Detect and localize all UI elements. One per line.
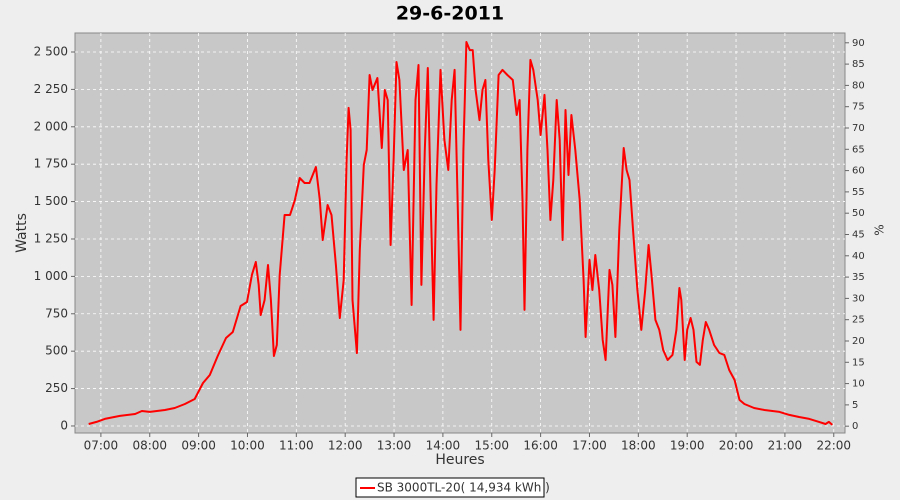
y-tick-label: 2 500 (34, 44, 68, 58)
y-tick-label: 2 250 (34, 82, 68, 96)
x-tick-label: 18:00 (621, 439, 656, 453)
y-tick-label: 1 000 (34, 269, 68, 283)
y2-tick-label: 10 (852, 379, 865, 390)
x-tick-label: 16:00 (523, 439, 558, 453)
y2-tick-label: 90 (852, 38, 865, 49)
x-tick-label: 22:00 (816, 439, 851, 453)
x-tick-label: 13:00 (377, 439, 412, 453)
y2-tick-label: 65 (852, 144, 865, 155)
y2-tick-label: 0 (852, 421, 858, 432)
x-axis-label: Heures (435, 452, 484, 468)
x-tick-label: 09:00 (181, 439, 216, 453)
y2-tick-label: 85 (852, 59, 865, 70)
y2-tick-label: 75 (852, 102, 865, 113)
y-tick-label: 1 500 (34, 194, 68, 208)
y2-tick-label: 35 (852, 272, 865, 283)
x-tick-label: 10:00 (230, 439, 265, 453)
y2-tick-label: 40 (852, 251, 865, 262)
x-tick-label: 08:00 (132, 439, 167, 453)
y-tick-label: 2 000 (34, 119, 68, 133)
chart-title: 29-6-2011 (396, 3, 504, 25)
x-tick-label: 21:00 (768, 439, 803, 453)
x-tick-label: 11:00 (279, 439, 314, 453)
x-tick-label: 12:00 (328, 439, 363, 453)
line-series (88, 41, 833, 426)
y-tick-label: 250 (45, 381, 68, 395)
y2-axis-label: % (873, 224, 887, 235)
legend (355, 477, 545, 498)
plot-area (74, 32, 846, 434)
y2-tick-label: 50 (852, 208, 865, 219)
x-tick-label: 14:00 (426, 439, 461, 453)
y-tick-label: 1 250 (34, 231, 68, 245)
y2-tick-label: 20 (852, 336, 865, 347)
y-tick-label: 500 (45, 344, 68, 358)
y2-tick-label: 80 (852, 80, 865, 91)
x-tick-label: 19:00 (670, 439, 705, 453)
y-tick-label: 1 750 (34, 157, 68, 171)
y-tick-label: 0 (60, 418, 68, 432)
y2-tick-label: 60 (852, 166, 865, 177)
y2-tick-label: 30 (852, 293, 865, 304)
x-tick-label: 07:00 (84, 439, 119, 453)
y2-tick-label: 25 (852, 315, 865, 326)
y-axis-label: Watts (14, 213, 30, 253)
x-tick-label: 15:00 (474, 439, 509, 453)
y2-tick-label: 55 (852, 187, 865, 198)
y2-tick-label: 45 (852, 229, 865, 240)
x-tick-label: 20:00 (719, 439, 754, 453)
y2-tick-label: 5 (852, 400, 858, 411)
y2-tick-label: 70 (852, 123, 865, 134)
x-tick-label: 17:00 (572, 439, 607, 453)
legend-label: SB 3000TL-20( 14,934 kWh ) (377, 481, 550, 495)
y2-tick-label: 15 (852, 357, 865, 368)
y-tick-label: 750 (45, 306, 68, 320)
